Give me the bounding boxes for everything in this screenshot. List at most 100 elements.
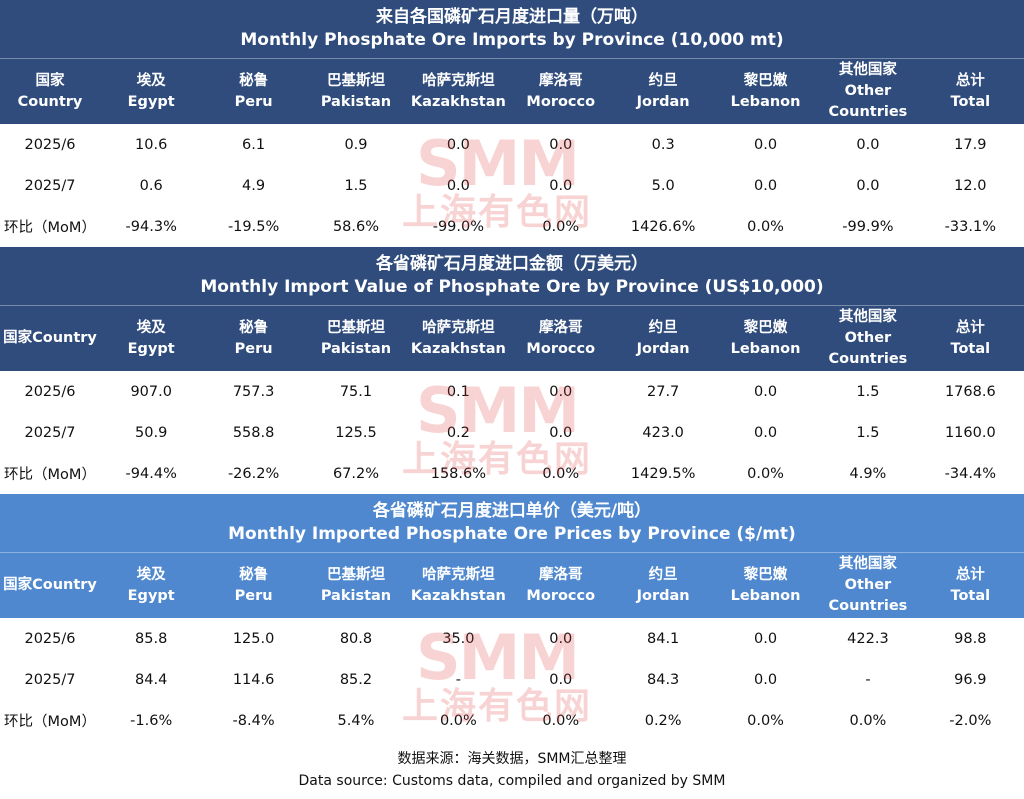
header-text: 秘鲁 xyxy=(239,72,269,89)
cell-value: 0.0 xyxy=(549,177,573,194)
header-text: 总计 xyxy=(955,72,985,89)
header-text: 巴基斯坦 xyxy=(326,319,385,336)
header-text: Pakistan xyxy=(320,340,392,357)
cell-value: 423.0 xyxy=(642,424,684,441)
cell-value: 0.0% xyxy=(542,712,580,729)
cell-value: 0.0 xyxy=(754,671,778,688)
cell-value: 85.8 xyxy=(135,630,168,647)
header-text: Total xyxy=(950,587,991,604)
header-text: Kazakhstan xyxy=(410,340,506,357)
header-cell: 巴基斯坦 Pakistan xyxy=(305,59,407,124)
header-text: Morocco xyxy=(526,93,596,110)
header-text: 秘鲁 xyxy=(239,566,269,583)
cell-value: 0.9 xyxy=(344,136,368,153)
cell-value: 0.0 xyxy=(549,671,573,688)
header-cell: 国家 Country xyxy=(0,59,100,124)
cell-value: 0.2 xyxy=(446,424,470,441)
header-text: Total xyxy=(950,340,991,357)
cell-value: -94.3% xyxy=(125,218,177,235)
header-text: 黎巴嫩 xyxy=(743,319,788,336)
data-row: 环比（MoM） -94.4% -26.2% 67.2% 158.6% 0.0% 1429.5… xyxy=(0,453,1024,494)
cell-value: -99.0% xyxy=(432,218,485,235)
cell-value: 0.2% xyxy=(644,712,682,729)
section-title: 各省磷矿石月度进口金额（万美元） Monthly Import Value of … xyxy=(0,247,1024,305)
header-text: Kazakhstan xyxy=(410,587,506,604)
header-cell: 黎巴嫩 Lebanon xyxy=(714,553,816,618)
title-cn: 各省磷矿石月度进口金额（万美元） xyxy=(376,254,648,274)
cell-value: 58.6% xyxy=(332,218,380,235)
row-label: 环比（MoM） xyxy=(4,467,96,483)
cell-value: 1.5 xyxy=(856,383,880,400)
cell-value: 0.0 xyxy=(549,424,573,441)
title-cn: 来自各国磷矿石月度进口量（万吨） xyxy=(376,7,648,27)
header-text: Pakistan xyxy=(320,93,392,110)
header-text: 埃及 xyxy=(136,319,166,336)
title-en: Monthly Import Value of Phosphate Ore by… xyxy=(200,277,824,297)
cell-value: 0.0 xyxy=(754,136,778,153)
header-cell: 摩洛哥 Morocco xyxy=(510,59,612,124)
cell-value: 158.6% xyxy=(430,465,487,482)
header-text: 约旦 xyxy=(648,566,678,583)
cell-value: 0.0 xyxy=(754,424,778,441)
cell-value: 5.4% xyxy=(337,712,375,729)
cell-value: 84.1 xyxy=(647,630,680,647)
data-row: 2025/6 85.8 125.0 80.8 35.0 0.0 84.1 0.0 422.3 98… xyxy=(0,618,1024,659)
row-label: 2025/7 xyxy=(24,424,76,441)
title-cn: 各省磷矿石月度进口单价（美元/吨） xyxy=(372,501,652,521)
data-row: 2025/6 10.6 6.1 0.9 0.0 0.0 0.3 0.0 0.0 17.9 xyxy=(0,124,1024,165)
data-row: 2025/7 50.9 558.8 125.5 0.2 0.0 423.0 0.0 1.5 116… xyxy=(0,412,1024,453)
title-en: Monthly Imported Phosphate Ore Prices by… xyxy=(228,524,796,544)
header-text: Jordan xyxy=(636,340,690,357)
cell-value: 0.0 xyxy=(446,136,470,153)
header-cell: 哈萨克斯坦 Kazakhstan xyxy=(407,553,509,618)
cell-value: -26.2% xyxy=(227,465,280,482)
header-text: Egypt xyxy=(127,587,175,604)
header-text: Lebanon xyxy=(730,93,801,110)
cell-value: 0.0% xyxy=(542,218,580,235)
header-text: 秘鲁 xyxy=(239,319,269,336)
cell-value: 0.0% xyxy=(747,712,784,729)
data-row: 2025/7 84.4 114.6 85.2 - 0.0 84.3 0.0 - 96.9 xyxy=(0,659,1024,700)
cell-value: 84.3 xyxy=(647,671,680,688)
cell-value: 422.3 xyxy=(847,630,889,647)
header-text: 巴基斯坦 xyxy=(326,566,385,583)
header-cell: 总计 Total xyxy=(919,306,1021,371)
cell-value: 1429.5% xyxy=(630,465,696,482)
header-text: 哈萨克斯坦 xyxy=(422,319,495,336)
data-row: 环比（MoM） -94.3% -19.5% 58.6% -99.0% 0.0% 1426.6… xyxy=(0,206,1024,247)
cell-value: 5.0 xyxy=(651,177,675,194)
cell-value: 0.0% xyxy=(542,465,580,482)
data-row: 2025/7 0.6 4.9 1.5 0.0 0.0 5.0 0.0 0.0 12.0 xyxy=(0,165,1024,206)
row-label: 2025/6 xyxy=(24,630,76,647)
cell-value: 1768.6 xyxy=(944,383,996,400)
header-cell: 埃及 Egypt xyxy=(100,306,202,371)
header-text: Peru xyxy=(234,587,273,604)
cell-value: 84.4 xyxy=(135,671,168,688)
header-text: Lebanon xyxy=(730,340,801,357)
header-cell: 巴基斯坦 Pakistan xyxy=(305,553,407,618)
header-text: 黎巴嫩 xyxy=(743,72,788,89)
header-cell: 黎巴嫩 Lebanon xyxy=(714,306,816,371)
cell-value: 0.0 xyxy=(549,136,573,153)
cell-value: 125.0 xyxy=(232,630,275,647)
header-text: Peru xyxy=(234,340,273,357)
cell-value: 50.9 xyxy=(135,424,168,441)
cell-value: 0.0 xyxy=(754,177,778,194)
header-text: Other Countries xyxy=(828,83,908,120)
footer: 数据来源：海关数据，SMM汇总整理 Data source: Customs da… xyxy=(0,741,1024,799)
header-text: Other Countries xyxy=(828,577,908,614)
cell-value: -33.1% xyxy=(944,218,996,235)
source-en: Data source: Customs data, compiled and … xyxy=(298,773,726,789)
cell-value: 0.0 xyxy=(856,136,880,153)
header-cell: 摩洛哥 Morocco xyxy=(510,306,612,371)
header-text: 总计 xyxy=(955,319,985,336)
cell-value: 558.8 xyxy=(232,424,275,441)
header-cell: 其他国家 Other Countries xyxy=(817,59,919,124)
header-cell: 哈萨克斯坦 Kazakhstan xyxy=(407,306,509,371)
header-text: 摩洛哥 xyxy=(539,72,583,89)
header-cell: 黎巴嫩 Lebanon xyxy=(714,59,816,124)
header-cell: 约旦 Jordan xyxy=(612,59,714,124)
